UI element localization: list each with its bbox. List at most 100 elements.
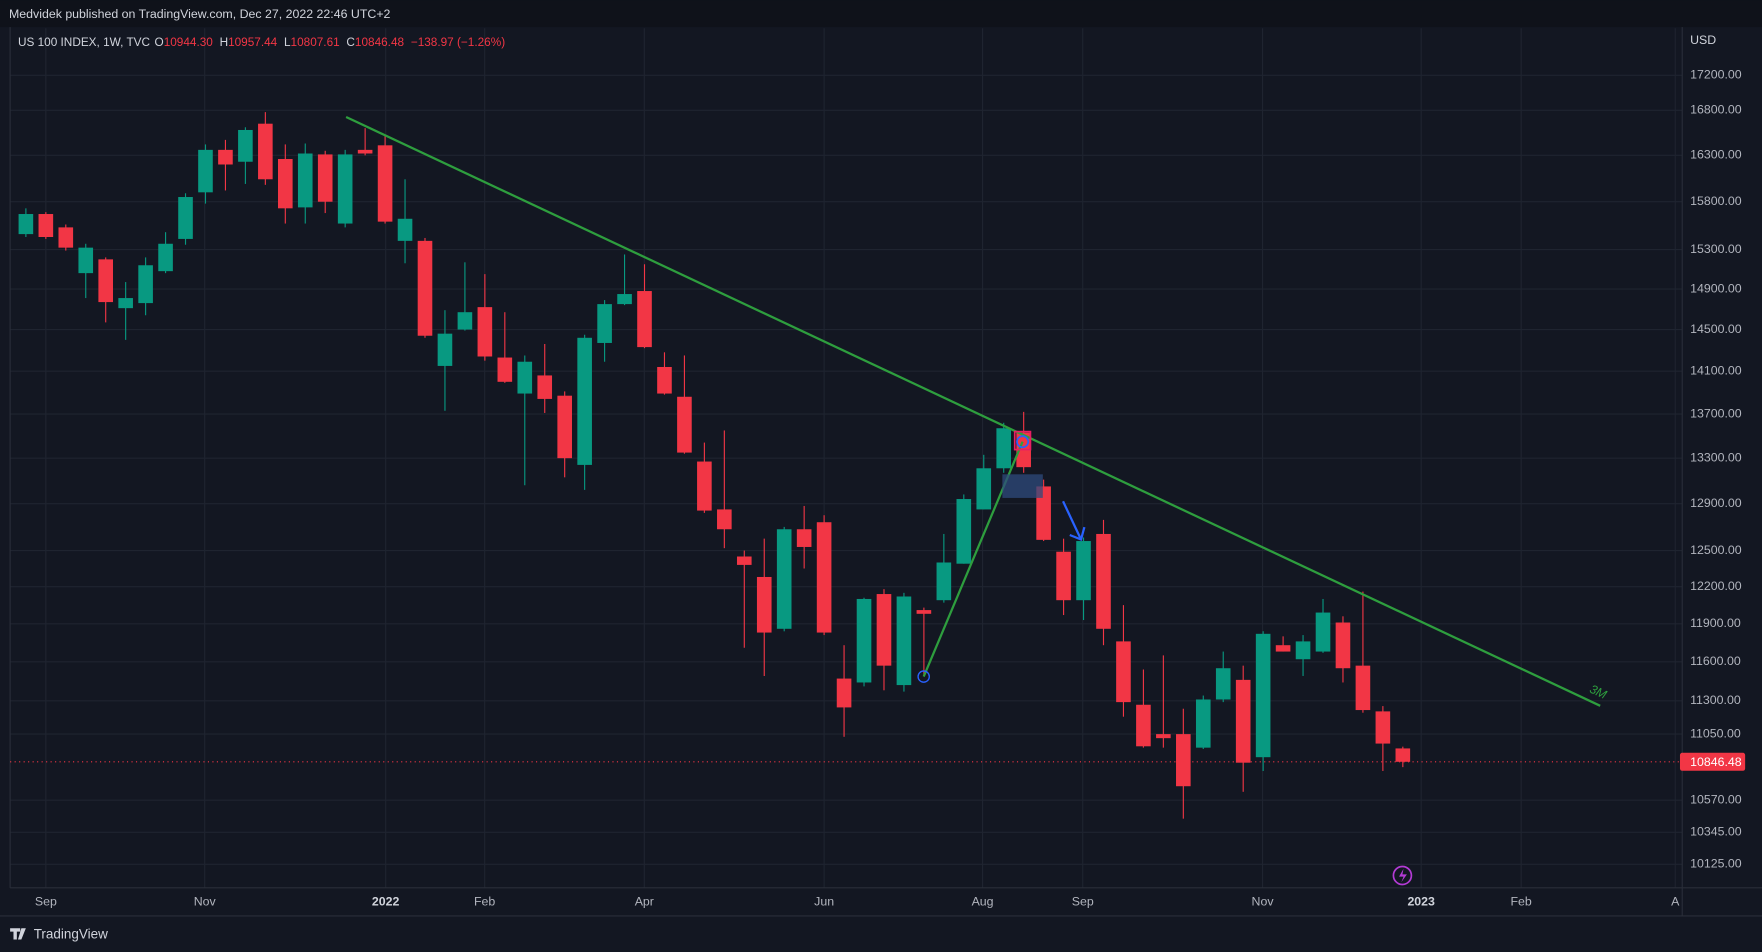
y-tick-label: 12500.00 bbox=[1690, 543, 1742, 557]
candle-body bbox=[278, 158, 293, 209]
arrow bbox=[1062, 500, 1083, 540]
y-tick-label: 12200.00 bbox=[1690, 579, 1742, 593]
x-tick-label: Sep bbox=[35, 895, 57, 909]
candle-body bbox=[1295, 641, 1311, 660]
candle-body bbox=[397, 218, 413, 241]
y-tick-label: 17200.00 bbox=[1690, 68, 1742, 82]
candle-body bbox=[1395, 748, 1411, 762]
y-tick-label: 11300.00 bbox=[1690, 693, 1741, 707]
candle-body bbox=[78, 247, 94, 274]
candle-body bbox=[736, 556, 752, 565]
candle-body bbox=[477, 307, 493, 357]
candle-body bbox=[537, 375, 553, 399]
legend-value: 10944.30 bbox=[164, 36, 214, 49]
x-tick-label: Aug bbox=[972, 895, 994, 909]
last-price-label: 10846.48 bbox=[1690, 755, 1742, 769]
y-tick-label: 13300.00 bbox=[1690, 450, 1742, 464]
candle-body bbox=[836, 678, 852, 708]
y-tick-label: 14100.00 bbox=[1690, 363, 1742, 377]
y-tick-label: 16800.00 bbox=[1690, 103, 1742, 117]
candle-body bbox=[317, 154, 333, 202]
y-tick-label: 10125.00 bbox=[1690, 857, 1742, 871]
anchor-point bbox=[1016, 435, 1030, 449]
candle-body bbox=[18, 214, 34, 235]
y-tick-label: 10570.00 bbox=[1690, 793, 1742, 807]
candle-body bbox=[1156, 734, 1171, 739]
candle-body bbox=[557, 395, 572, 459]
x-tick-label: Apr bbox=[635, 895, 654, 909]
candle-body bbox=[377, 145, 393, 222]
candle-body bbox=[976, 468, 992, 510]
candle-body bbox=[238, 129, 253, 162]
candle-body bbox=[457, 312, 473, 330]
candle-body bbox=[357, 149, 373, 154]
candle-body bbox=[1375, 711, 1391, 744]
candle-body bbox=[1096, 533, 1111, 629]
candle-body bbox=[38, 214, 54, 237]
candle-body bbox=[577, 337, 592, 465]
y-tick-label: 11050.00 bbox=[1690, 726, 1741, 740]
candle-body bbox=[118, 298, 133, 309]
candle-body bbox=[437, 333, 453, 366]
legend-key: H bbox=[220, 36, 229, 49]
candle-body bbox=[517, 361, 533, 394]
candle-body bbox=[996, 428, 1012, 469]
legend-value: 10807.61 bbox=[291, 36, 340, 49]
y-tick-label: 11600.00 bbox=[1690, 654, 1741, 668]
y-tick-label: 13700.00 bbox=[1690, 406, 1742, 420]
trend-line bbox=[345, 115, 1601, 707]
x-tick-label: Nov bbox=[1252, 895, 1275, 909]
candle-body bbox=[1036, 486, 1051, 540]
candle-body bbox=[1076, 541, 1091, 601]
event-icon[interactable] bbox=[1392, 865, 1413, 886]
legend-key: C bbox=[346, 36, 355, 49]
candle-body bbox=[1176, 734, 1191, 787]
ohlc: O10944.30 H10957.44 L10807.61 C10846.48 −138… bbox=[155, 36, 506, 49]
candle-body bbox=[697, 461, 712, 511]
event-bolt bbox=[1399, 868, 1407, 883]
y-tick-label: 14900.00 bbox=[1690, 281, 1742, 295]
candle-body bbox=[417, 240, 433, 336]
candle-body bbox=[198, 149, 213, 193]
candle-body bbox=[657, 366, 672, 394]
candle-body bbox=[856, 598, 872, 683]
legend-key: L bbox=[284, 36, 291, 49]
y-tick-label: 16300.00 bbox=[1690, 148, 1742, 162]
candle-body bbox=[138, 265, 153, 304]
candle-body bbox=[1116, 641, 1131, 703]
candle-body bbox=[258, 123, 273, 180]
legend-value: 10846.48 bbox=[355, 36, 405, 49]
candle-body bbox=[876, 594, 892, 666]
last-price-tag bbox=[1679, 752, 1746, 771]
candle-body bbox=[98, 259, 114, 303]
candle-body bbox=[677, 396, 692, 453]
candle-body bbox=[617, 294, 632, 305]
x-tick-label: Nov bbox=[194, 895, 217, 909]
candle-body bbox=[218, 149, 233, 165]
candle-body bbox=[756, 576, 772, 633]
y-tick-label: 14500.00 bbox=[1690, 322, 1742, 336]
currency: USD bbox=[1690, 33, 1716, 47]
candle-body bbox=[896, 596, 912, 686]
candle-body bbox=[717, 509, 732, 530]
candle-body bbox=[936, 562, 952, 601]
symbol: US 100 INDEX, 1W, TVC bbox=[18, 36, 151, 49]
candle-body bbox=[1255, 633, 1271, 758]
candle-body bbox=[1315, 612, 1331, 652]
candle-body bbox=[158, 243, 173, 272]
legend: US 100 INDEX, 1W, TVC O10944.30 H10957.44 L… bbox=[18, 36, 505, 49]
publisher: Medvidek published on TradingView.com, D… bbox=[9, 7, 391, 21]
candle-body bbox=[1275, 645, 1291, 652]
y-tick-label: 12900.00 bbox=[1690, 496, 1742, 510]
legend-key: O bbox=[155, 36, 164, 49]
x-tick-label: 2023 bbox=[1407, 895, 1435, 909]
anchor-box bbox=[1013, 430, 1032, 451]
candle-body bbox=[297, 153, 313, 208]
candle-body bbox=[1056, 551, 1071, 601]
highlight-box bbox=[1002, 474, 1043, 498]
y-tick-label: 15800.00 bbox=[1690, 194, 1742, 208]
candle-body bbox=[1215, 668, 1231, 700]
